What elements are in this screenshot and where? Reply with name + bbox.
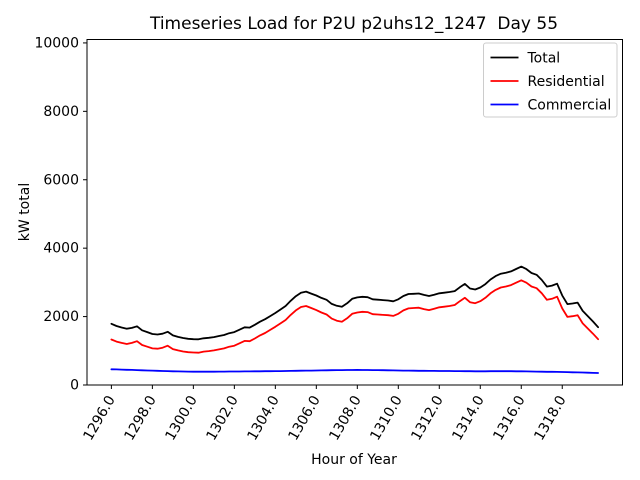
y-tick-label: 8000 bbox=[43, 104, 79, 120]
x-tick-label: 1300.0 bbox=[162, 393, 200, 443]
x-tick-label: 1304.0 bbox=[244, 393, 282, 443]
x-tick-label: 1306.0 bbox=[285, 393, 323, 443]
x-axis-label: Hour of Year bbox=[311, 452, 397, 468]
x-tick-label: 1310.0 bbox=[367, 393, 405, 443]
y-tick-label: 10000 bbox=[34, 35, 79, 51]
y-axis-label: kW total bbox=[17, 183, 33, 241]
chart-title: Timeseries Load for P2U p2uhs12_1247 Day… bbox=[149, 14, 558, 34]
legend-box bbox=[483, 42, 618, 118]
y-tick-label: 4000 bbox=[43, 241, 79, 257]
x-tick-label: 1296.0 bbox=[80, 393, 118, 443]
x-tick-label: 1316.0 bbox=[490, 393, 528, 443]
series-line-total bbox=[110, 265, 599, 341]
chart-content: 0 2000 4000 6000 8000 10000 1296.0 1298.0 1300.0… bbox=[34, 35, 618, 443]
x-tick-label: 1308.0 bbox=[326, 393, 364, 443]
x-tick-label: 1312.0 bbox=[408, 393, 446, 443]
legend-label-total: Total bbox=[527, 51, 561, 67]
x-tick-label: 1302.0 bbox=[203, 393, 241, 443]
series-line-commercial bbox=[110, 368, 599, 374]
series-line-residential bbox=[110, 279, 599, 354]
plot-border bbox=[86, 39, 623, 386]
x-tick-label: 1318.0 bbox=[531, 393, 569, 443]
x-tick-label: 1314.0 bbox=[449, 393, 487, 443]
legend-label-commercial: Commercial bbox=[528, 98, 612, 114]
legend-label-residential: Residential bbox=[528, 74, 605, 90]
y-tick-label: 2000 bbox=[43, 309, 79, 325]
y-tick-label: 6000 bbox=[43, 172, 79, 188]
y-tick-label: 0 bbox=[70, 378, 79, 394]
x-tick-label: 1298.0 bbox=[121, 393, 159, 443]
